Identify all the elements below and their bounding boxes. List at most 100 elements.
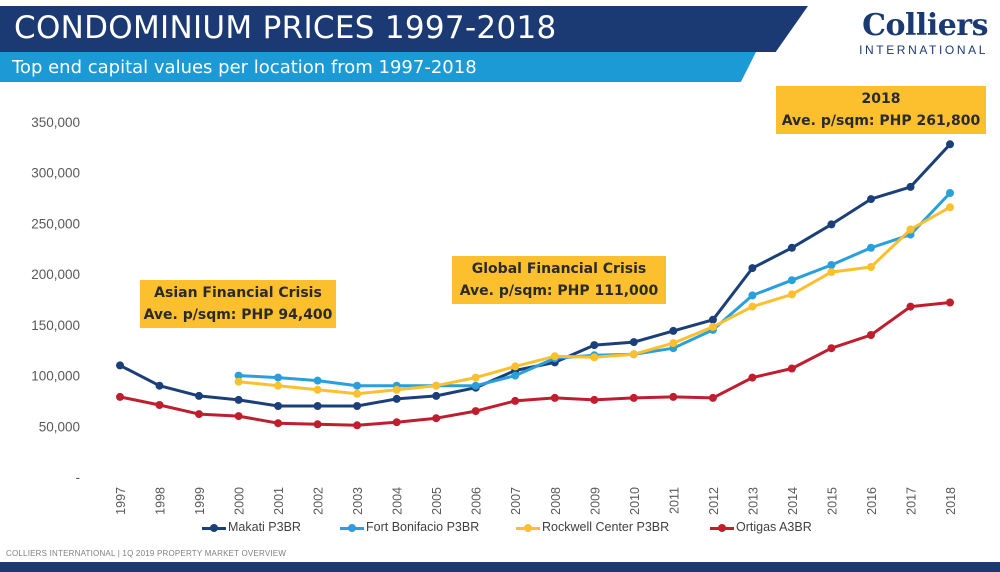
data-point-makati-p3br xyxy=(946,140,954,149)
data-point-rockwell-center-p3br xyxy=(590,353,599,362)
global-crisis-annotation: Global Financial Crisis Ave. p/sqm: PHP … xyxy=(452,256,666,304)
series-rockwell-center-p3br xyxy=(234,203,954,398)
data-point-ortigas-a3br xyxy=(511,396,520,405)
data-point-makati-p3br xyxy=(353,402,362,410)
data-point-makati-p3br xyxy=(432,391,441,400)
data-point-makati-p3br xyxy=(669,326,678,335)
data-point-ortigas-a3br xyxy=(827,344,836,353)
logo-wordmark: Colliers xyxy=(862,8,988,43)
y-axis: - 50,000 100,000 150,000 200,000 250,000 300,0… xyxy=(31,115,80,485)
x-tick-label: 2000 xyxy=(233,487,247,515)
legend-item-makati: Makati P3BR xyxy=(202,520,301,534)
legend-label-ortigas: Ortigas A3BR xyxy=(736,520,812,534)
legend-item-rockwell: Rockwell Center P3BR xyxy=(516,520,669,534)
data-point-fort-bonifacio-p3br xyxy=(946,189,954,197)
data-point-makati-p3br xyxy=(708,315,717,324)
data-point-rockwell-center-p3br xyxy=(392,385,401,394)
x-tick-label: 2018 xyxy=(944,487,958,515)
data-point-makati-p3br xyxy=(195,391,203,400)
asian-crisis-annotation: Asian Financial Crisis Ave. p/sqm: PHP 9… xyxy=(140,280,336,328)
legend-swatch-fort-bonifacio xyxy=(340,523,364,533)
data-point-fort-bonifacio-p3br xyxy=(313,376,322,385)
data-point-makati-p3br xyxy=(313,402,322,410)
data-point-rockwell-center-p3br xyxy=(313,385,322,394)
footer-text: COLLIERS INTERNATIONAL | 1Q 2019 PROPERT… xyxy=(6,549,287,558)
y-tick-label: 50,000 xyxy=(39,419,80,434)
data-point-rockwell-center-p3br xyxy=(787,290,796,299)
x-tick-label: 2012 xyxy=(707,487,721,515)
latest-2018-year: 2018 xyxy=(861,91,901,107)
y-tick-label: 100,000 xyxy=(31,369,80,384)
series-line-ortigas-a3br xyxy=(119,301,951,427)
data-point-makati-p3br xyxy=(116,361,124,370)
asian-crisis-average: Ave. p/sqm: PHP 94,400 xyxy=(143,307,333,323)
data-point-ortigas-a3br xyxy=(155,401,164,409)
data-point-makati-p3br xyxy=(827,220,836,229)
series-ortigas-a3br xyxy=(116,298,954,430)
y-tick-label: 150,000 xyxy=(31,318,80,333)
data-point-makati-p3br xyxy=(155,381,164,390)
data-point-rockwell-center-p3br xyxy=(708,322,717,331)
data-point-ortigas-a3br xyxy=(590,395,599,404)
x-tick-label: 2009 xyxy=(588,487,602,515)
legend-item-fort-bonifacio: Fort Bonifacio P3BR xyxy=(340,520,479,534)
data-point-fort-bonifacio-p3br xyxy=(274,373,283,382)
colliers-logo: Colliers INTERNATIONAL xyxy=(838,8,988,58)
data-point-fort-bonifacio-p3br xyxy=(511,371,520,380)
x-tick-label: 2006 xyxy=(470,487,484,515)
chart-legend: Makati P3BR Fort Bonifacio P3BR Rockwell… xyxy=(0,520,1000,540)
data-point-makati-p3br xyxy=(867,195,875,204)
data-point-rockwell-center-p3br xyxy=(827,268,836,277)
data-point-ortigas-a3br xyxy=(471,407,480,416)
data-point-ortigas-a3br xyxy=(629,393,638,402)
data-point-makati-p3br xyxy=(590,341,599,350)
legend-label-fort-bonifacio: Fort Bonifacio P3BR xyxy=(366,520,480,534)
data-point-ortigas-a3br xyxy=(669,392,678,401)
data-point-rockwell-center-p3br xyxy=(867,263,875,271)
x-tick-label: 2013 xyxy=(746,487,760,515)
data-point-fort-bonifacio-p3br xyxy=(748,291,757,300)
page-title: CONDOMINIUM PRICES 1997-2018 xyxy=(14,10,557,46)
data-point-ortigas-a3br xyxy=(432,414,441,423)
x-tick-label: 2014 xyxy=(786,487,800,515)
data-point-rockwell-center-p3br xyxy=(748,302,757,311)
data-point-rockwell-center-p3br xyxy=(234,377,243,386)
x-tick-label: 1998 xyxy=(154,487,168,515)
data-point-ortigas-a3br xyxy=(392,418,401,427)
legend-label-rockwell: Rockwell Center P3BR xyxy=(542,520,670,534)
data-point-ortigas-a3br xyxy=(313,420,322,429)
legend-swatch-rockwell xyxy=(516,523,540,533)
x-axis: 1997 1998 1999 2000 2001 2002 2003 2004 2005 2006… xyxy=(114,487,958,515)
data-point-makati-p3br xyxy=(906,182,915,191)
x-tick-label: 2015 xyxy=(825,487,839,515)
data-point-ortigas-a3br xyxy=(234,412,243,421)
data-point-rockwell-center-p3br xyxy=(629,350,638,359)
legend-item-ortigas: Ortigas A3BR xyxy=(710,520,812,534)
y-tick-label: 200,000 xyxy=(31,267,80,282)
x-tick-label: 2003 xyxy=(351,487,365,515)
data-point-ortigas-a3br xyxy=(906,302,915,311)
x-tick-label: 2004 xyxy=(391,487,405,515)
x-tick-label: 2001 xyxy=(272,487,286,515)
data-point-makati-p3br xyxy=(787,243,796,252)
data-point-rockwell-center-p3br xyxy=(353,389,362,398)
title-banner xyxy=(0,6,808,52)
x-tick-label: 2005 xyxy=(430,487,444,515)
data-point-fort-bonifacio-p3br xyxy=(787,276,796,285)
data-point-ortigas-a3br xyxy=(195,410,203,419)
data-point-fort-bonifacio-p3br xyxy=(471,381,480,390)
page-subtitle: Top end capital values per location from… xyxy=(12,57,477,78)
x-tick-label: 2016 xyxy=(865,487,879,515)
data-point-ortigas-a3br xyxy=(274,419,283,428)
data-point-fort-bonifacio-p3br xyxy=(867,243,875,252)
data-point-rockwell-center-p3br xyxy=(471,373,480,382)
x-tick-label: 2008 xyxy=(549,487,563,515)
data-point-ortigas-a3br xyxy=(116,392,124,401)
data-point-rockwell-center-p3br xyxy=(669,339,678,348)
footer-rule xyxy=(0,562,1000,572)
data-point-makati-p3br xyxy=(234,395,243,404)
y-tick-label: 350,000 xyxy=(31,115,80,130)
latest-2018-annotation: 2018 Ave. p/sqm: PHP 261,800 xyxy=(776,86,986,134)
x-tick-label: 2002 xyxy=(312,487,326,515)
